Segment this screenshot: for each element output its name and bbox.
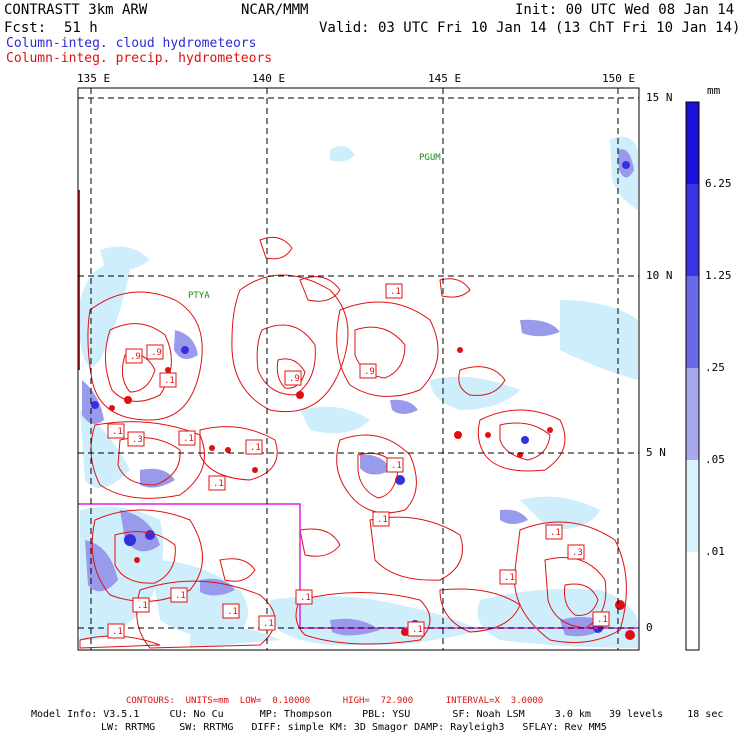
colorbar-bin-1: [686, 552, 699, 650]
contour-label-text: .1: [137, 601, 148, 611]
contour-label: .1: [592, 611, 610, 627]
contour-label: .1: [545, 524, 563, 540]
lat-label-5n: 5 N: [646, 446, 666, 459]
contour-label: .3: [567, 544, 585, 560]
contour-label-text: .1: [391, 461, 402, 471]
valid-time: Valid: 03 UTC Fri 10 Jan 14 (13 ChT Fri …: [319, 20, 740, 36]
contour-label-text: .9: [364, 367, 375, 377]
contour-label: .1: [295, 589, 313, 605]
contour-label-text: .1: [300, 593, 311, 603]
contour-label: .9: [125, 348, 143, 364]
field-precip-label: Column-integ. precip. hydrometeors: [6, 51, 273, 66]
contour-label-text: .3: [572, 548, 583, 558]
lat-label-15n: 15 N: [646, 91, 673, 104]
contour-label: .1: [107, 423, 125, 439]
contour-label-text: .9: [289, 374, 300, 384]
contour-label: .1: [208, 475, 226, 491]
contour-label-text: .3: [132, 435, 143, 445]
colorbar-unit: mm: [707, 84, 721, 97]
lon-label-135: 135 E: [77, 72, 111, 85]
contour-label-text: .1: [112, 427, 123, 437]
center-label: NCAR/MMM: [241, 2, 309, 18]
contour-labels: .1 .9 .9 .9 .9 .1 .1 .3 .1 .1 .1 .1 .1 .…: [107, 283, 610, 639]
station-label-pgum: PGUM: [419, 153, 441, 163]
contour-label: .1: [386, 457, 404, 473]
station-markers: PGUM PTYA: [188, 153, 441, 301]
contour-label: .1: [245, 439, 263, 455]
contour-label: .1: [178, 430, 196, 446]
colorbar-label-.01: .01: [705, 545, 725, 558]
contour-info: CONTOURS: UNITS=mm LOW= 0.10000 HIGH= 72…: [126, 696, 544, 706]
model-info-line-2: LW: RRTMG SW: RRTMG DIFF: simple KM: 3D …: [101, 722, 607, 733]
map-grid: [78, 88, 639, 650]
colorbar-bin-2: [686, 460, 699, 552]
model-info-line-1: Model Info: V3.5.1 CU: No Cu MP: Thompso…: [31, 709, 724, 720]
station-label-ptya: PTYA: [188, 291, 210, 301]
colorbar-label-1.25: 1.25: [705, 269, 732, 282]
contour-label-text: .9: [130, 352, 141, 362]
colorbar-label-6.25: 6.25: [705, 177, 732, 190]
contour-label-text: .1: [504, 573, 515, 583]
contour-label-text: .1: [175, 591, 186, 601]
contour-label: .1: [499, 569, 517, 585]
contour-label-text: .1: [390, 287, 401, 297]
contour-label: .1: [385, 283, 403, 299]
contour-label: .9: [146, 344, 164, 360]
contour-label: .1: [407, 621, 425, 637]
colorbar-bin-3: [686, 368, 699, 460]
contour-label-text: .1: [250, 443, 261, 453]
contour-label: .1: [170, 587, 188, 603]
cloud-shading-light: [80, 136, 638, 648]
contour-label: .1: [159, 372, 177, 388]
lon-label-140: 140 E: [252, 72, 286, 85]
colorbar: [685, 101, 700, 651]
contour-label-text: .1: [227, 607, 238, 617]
colorbar-label-.25: .25: [705, 361, 725, 374]
contour-label: .1: [258, 615, 276, 631]
contour-label-text: .9: [151, 348, 162, 358]
contour-label-text: .1: [550, 528, 561, 538]
cloud-shading-medium: [82, 149, 634, 637]
contour-label-text: .1: [164, 376, 175, 386]
contour-label: .1: [107, 623, 125, 639]
contour-label-text: .1: [183, 434, 194, 444]
colorbar-bin-6: [686, 102, 699, 184]
contour-label-text: .1: [597, 615, 608, 625]
colorbar-label-.05: .05: [705, 453, 725, 466]
colorbar-bin-5: [686, 184, 699, 276]
lon-label-150: 150 E: [602, 72, 636, 85]
model-title: CONTRASTT 3km ARW: [4, 2, 148, 18]
contour-label-text: .1: [213, 479, 224, 489]
forecast-label: Fcst:: [4, 20, 47, 36]
precip-contours: [79, 236, 627, 649]
lon-label-145: 145 E: [428, 72, 462, 85]
colorbar-frame: [685, 101, 700, 651]
colorbar-bin-4: [686, 276, 699, 368]
contour-label: .9: [284, 370, 302, 386]
map-frame: [77, 87, 640, 651]
lat-label-10n: 10 N: [646, 269, 673, 282]
contour-label-text: .1: [377, 515, 388, 525]
contour-label-text: .1: [412, 625, 423, 635]
contour-label: .1: [372, 511, 390, 527]
precip-cores: [109, 347, 635, 640]
init-time: Init: 00 UTC Wed 08 Jan 14: [515, 2, 735, 18]
contour-label: .1: [132, 597, 150, 613]
contour-label: .3: [127, 431, 145, 447]
contour-label: .9: [359, 363, 377, 379]
lat-label-0: 0: [646, 621, 653, 634]
contour-label: .1: [222, 603, 240, 619]
map-fields: [78, 136, 638, 649]
forecast-hour: 51 h: [64, 20, 98, 36]
contour-label-text: .1: [112, 627, 123, 637]
contour-label-text: .1: [263, 619, 274, 629]
field-cloud-label: Column-integ. cloud hydrometeors: [6, 36, 257, 51]
